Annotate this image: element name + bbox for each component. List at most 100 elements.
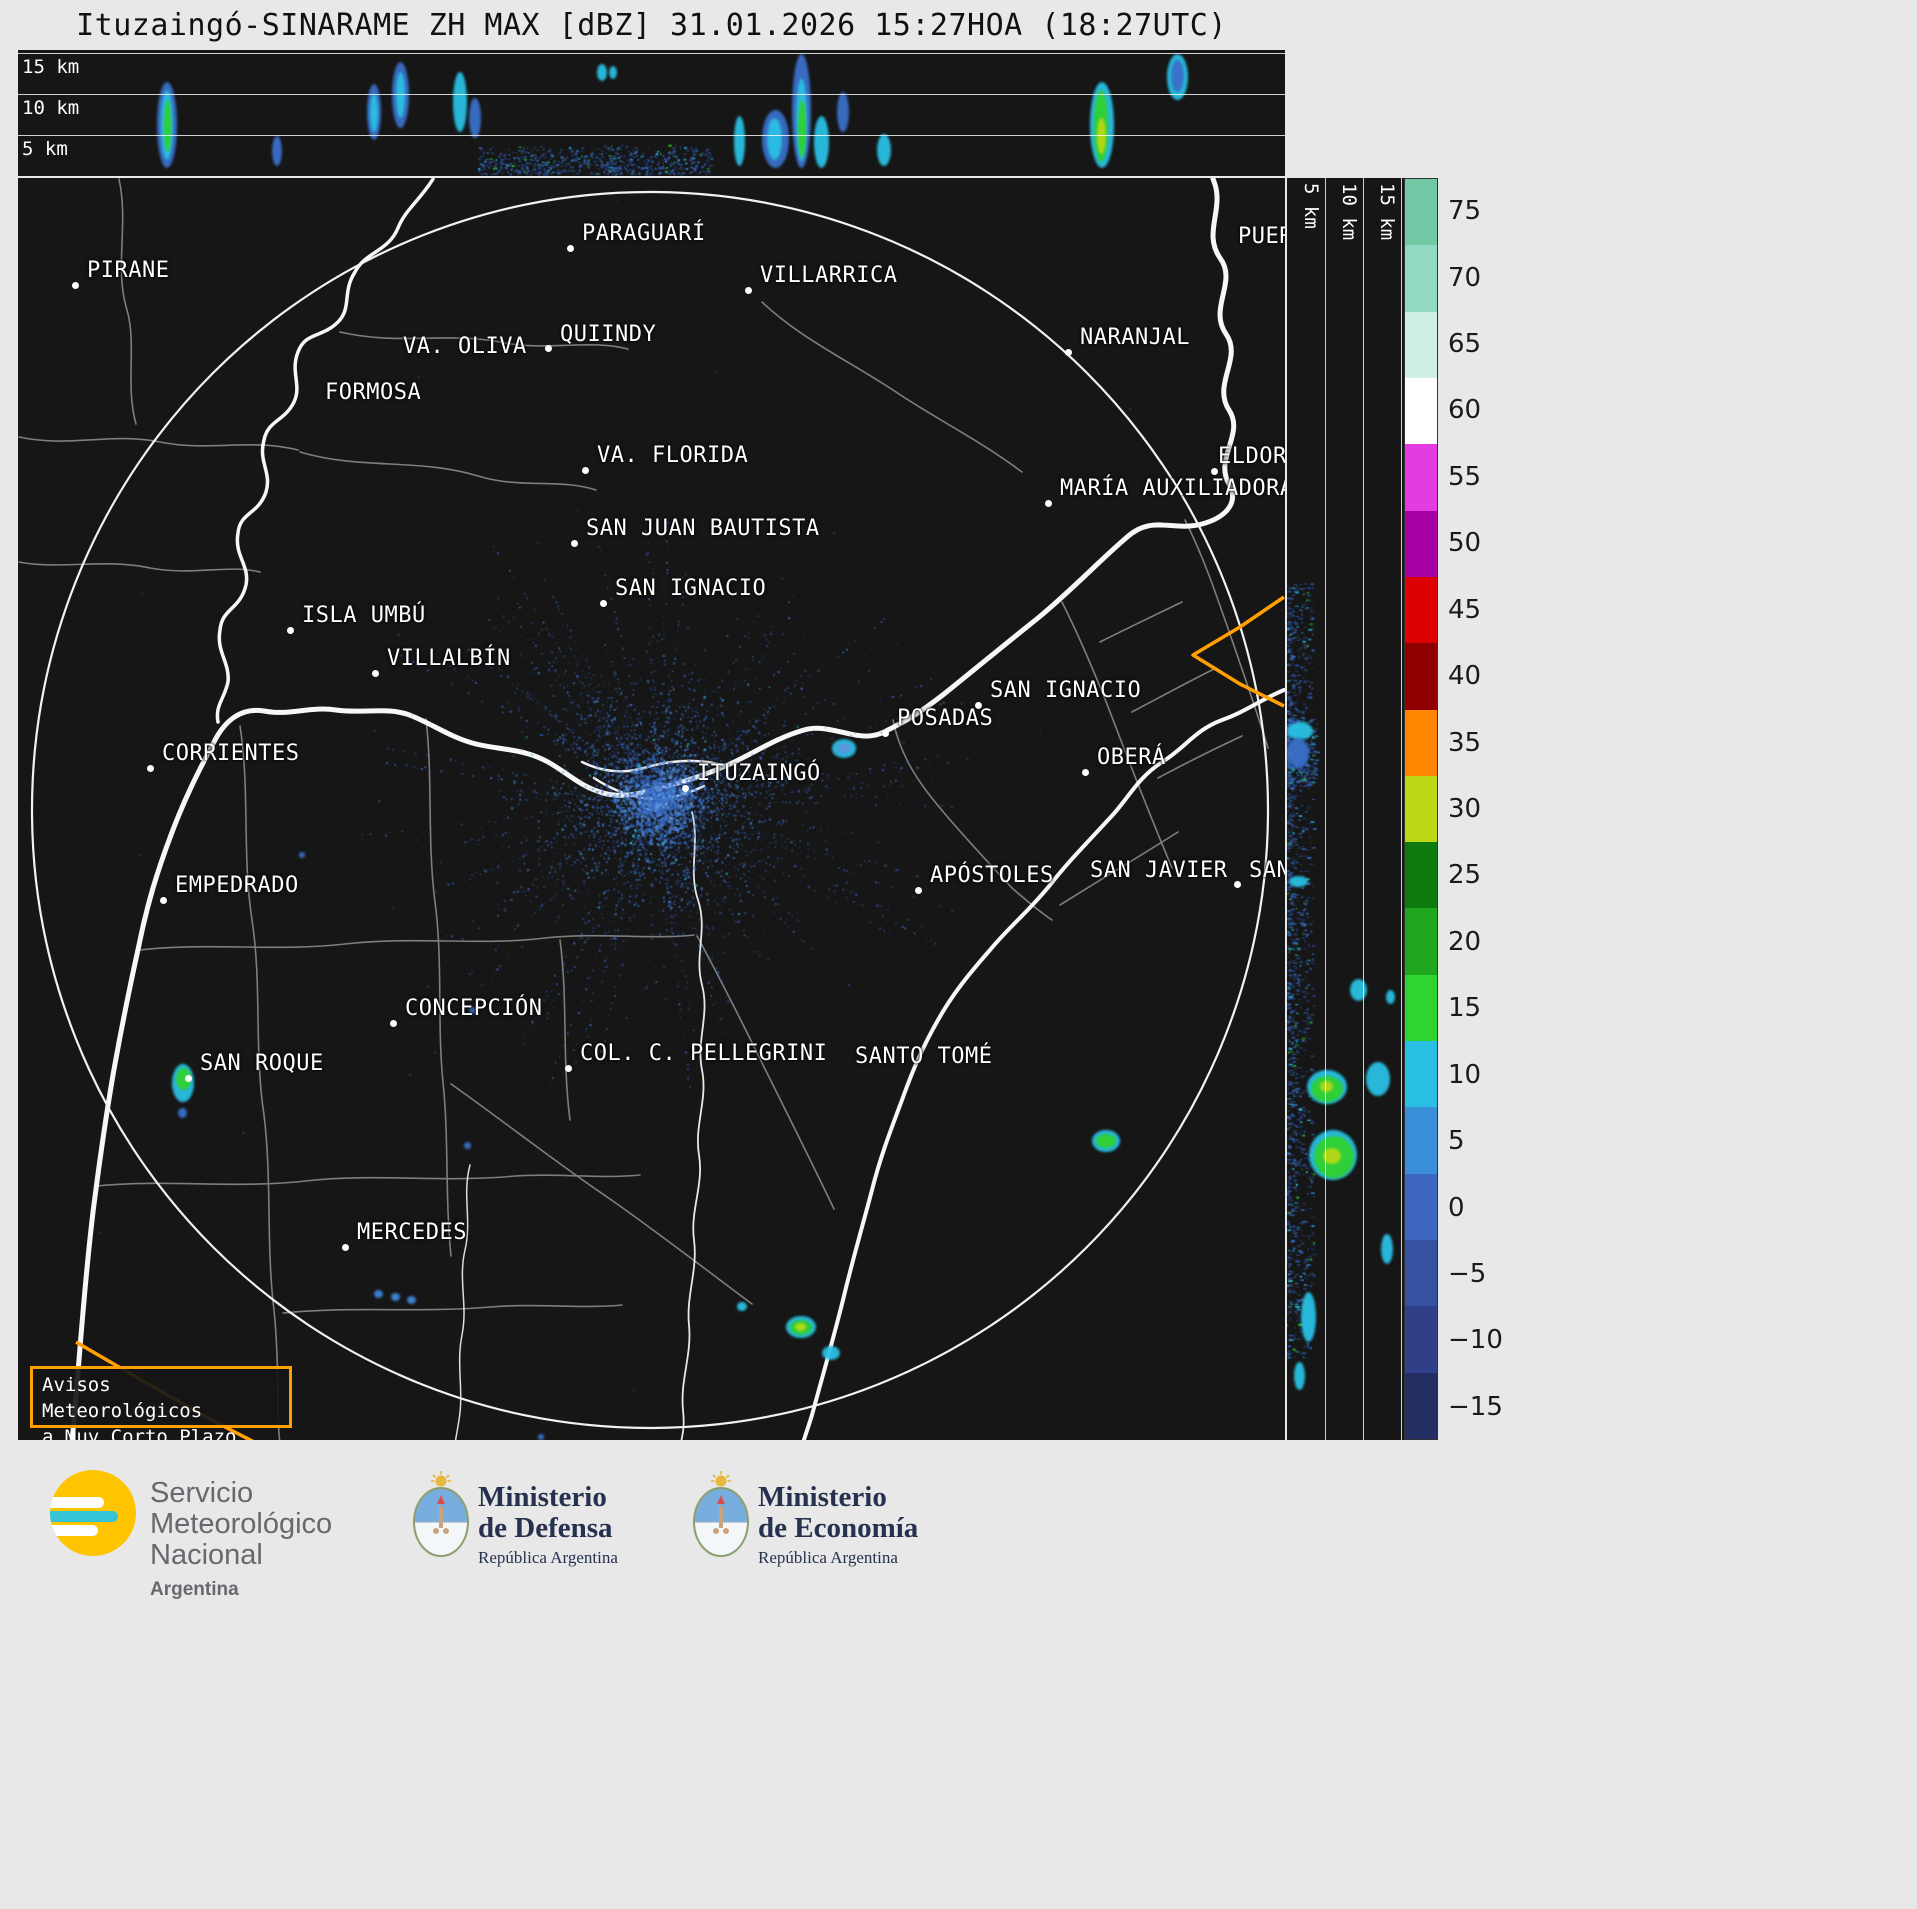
colorbar-segment xyxy=(1405,311,1437,378)
colorbar-tick-label: 25 xyxy=(1448,860,1482,891)
colorbar-segment xyxy=(1405,444,1437,511)
city-dot xyxy=(915,887,922,894)
city-dot xyxy=(372,670,379,677)
colorbar-tick-label: 35 xyxy=(1448,727,1482,758)
city-dot xyxy=(1211,468,1218,475)
city-label: VA. OLIVA xyxy=(403,334,527,359)
warning-legend-line1: Avisos Meteorológicos xyxy=(42,1374,203,1422)
colorbar-tick-label: −5 xyxy=(1448,1258,1487,1289)
city-dot xyxy=(1045,500,1052,507)
ministry-subtitle: República Argentina xyxy=(758,1548,898,1567)
top-echo-canvas xyxy=(18,50,1285,176)
colorbar-segment xyxy=(1405,1240,1437,1307)
city-label: SAN JAVIER xyxy=(1090,858,1228,883)
distance-label: 5 km xyxy=(1300,183,1322,229)
city-label: SAN xyxy=(1249,858,1285,883)
distance-gridline xyxy=(1325,178,1326,1440)
defensa-coat-of-arms xyxy=(413,1471,469,1557)
colorbar-tick-label: −15 xyxy=(1448,1391,1503,1422)
colorbar-segment xyxy=(1405,643,1437,710)
city-label: NARANJAL xyxy=(1080,325,1190,350)
smn-line: Servicio xyxy=(150,1477,254,1509)
city-dot xyxy=(745,287,752,294)
ministry-title-line: Ministerio xyxy=(478,1481,607,1513)
city-label: MERCEDES xyxy=(357,1220,467,1245)
colorbar-tick-label: 55 xyxy=(1448,461,1482,492)
warning-legend-line2: a Muy Corto Plazo xyxy=(42,1426,237,1440)
map-panel: PIRANE PARAGUARÍ VILLARRICA QUIINDY VA. OLIV… xyxy=(18,178,1285,1440)
colorbar-tick-label: −10 xyxy=(1448,1325,1503,1356)
city-dot xyxy=(390,1020,397,1027)
colorbar-tick-label: 40 xyxy=(1448,661,1482,692)
altitude-label: 15 km xyxy=(22,56,80,78)
city-dot xyxy=(882,730,889,737)
city-label: VILLALBÍN xyxy=(387,646,511,671)
smn-wordmark: Servicio Meteorológico Nacional Argentin… xyxy=(150,1478,332,1605)
city-dot xyxy=(72,282,79,289)
city-label: PARAGUARÍ xyxy=(582,221,706,246)
altitude-gridline xyxy=(18,94,1285,95)
city-label: VILLARRICA xyxy=(760,263,898,288)
colorbar-tick-label: 45 xyxy=(1448,594,1482,625)
smn-country: Argentina xyxy=(150,1579,239,1600)
city-dot xyxy=(571,540,578,547)
economia-wordmark: Ministerio de Economía República Argenti… xyxy=(758,1482,918,1568)
city-label: FORMOSA xyxy=(325,380,422,405)
colorbar-segment xyxy=(1405,1041,1437,1108)
city-label: PUERTO xyxy=(1238,224,1285,249)
distance-gridline xyxy=(1363,178,1364,1440)
colorbar-tick-label: 70 xyxy=(1448,262,1482,293)
city-dot xyxy=(147,765,154,772)
city-label: SAN IGNACIO xyxy=(990,678,1142,703)
colorbar-segment xyxy=(1405,842,1437,909)
colorbar-segment xyxy=(1405,709,1437,776)
colorbar-segment xyxy=(1405,1372,1437,1439)
colorbar-tick-label: 65 xyxy=(1448,329,1482,360)
colorbar-segment xyxy=(1405,179,1437,246)
economia-coat-of-arms xyxy=(693,1471,749,1557)
colorbar-tick-label: 0 xyxy=(1448,1192,1465,1223)
city-label: ELDORADO xyxy=(1218,444,1285,469)
colorbar-segment xyxy=(1405,1306,1437,1373)
altitude-gridline xyxy=(18,135,1285,136)
city-dot xyxy=(545,345,552,352)
city-label: COL. C. PELLEGRINI xyxy=(580,1041,828,1066)
ministry-title-line: de Defensa xyxy=(478,1512,613,1544)
colorbar-tick-label: 75 xyxy=(1448,196,1482,227)
page-title: Ituzaingó-SINARAME ZH MAX [dBZ] 31.01.20… xyxy=(76,8,1227,43)
city-label: EMPEDRADO xyxy=(175,873,299,898)
city-dot xyxy=(1065,349,1072,356)
distance-label: 10 km xyxy=(1338,183,1360,241)
colorbar-segment xyxy=(1405,908,1437,975)
city-dot xyxy=(975,702,982,709)
side-cross-section-panel: 5 km 10 km 15 km xyxy=(1287,178,1404,1440)
city-dot xyxy=(600,600,607,607)
colorbar-segment xyxy=(1405,1107,1437,1174)
ministry-title-line: Ministerio xyxy=(758,1481,887,1513)
colorbar-segment xyxy=(1405,377,1437,445)
altitude-label: 5 km xyxy=(22,138,68,160)
colorbar-segment xyxy=(1405,510,1437,577)
colorbar-tick-label: 15 xyxy=(1448,993,1482,1024)
smn-logo xyxy=(50,1470,136,1556)
city-label: MARÍA AUXILIADORA xyxy=(1060,476,1285,501)
colorbar-segment xyxy=(1405,1173,1437,1240)
city-dot xyxy=(1234,881,1241,888)
city-dot xyxy=(682,785,689,792)
colorbar-tick-label: 50 xyxy=(1448,528,1482,559)
city-label: VA. FLORIDA xyxy=(597,443,749,468)
colorbar-ticks: 75 70 65 60 55 50 45 40 35 30 25 20 15 10 5 0 −5 −10 −15 xyxy=(1448,178,1538,1440)
warning-legend-box: Avisos Meteorológicos a Muy Corto Plazo xyxy=(30,1366,292,1440)
colorbar-tick-label: 60 xyxy=(1448,395,1482,426)
city-label: APÓSTOLES xyxy=(930,863,1054,888)
city-label: OBERÁ xyxy=(1097,745,1166,770)
city-dot xyxy=(185,1075,192,1082)
top-cross-section-panel: 15 km 10 km 5 km xyxy=(18,50,1285,176)
distance-label: 15 km xyxy=(1376,183,1398,241)
smn-line: Meteorológico xyxy=(150,1508,333,1540)
city-label: CORRIENTES xyxy=(162,741,300,766)
altitude-label: 10 km xyxy=(22,97,80,119)
smn-line: Nacional xyxy=(150,1539,263,1571)
city-dot xyxy=(582,467,589,474)
